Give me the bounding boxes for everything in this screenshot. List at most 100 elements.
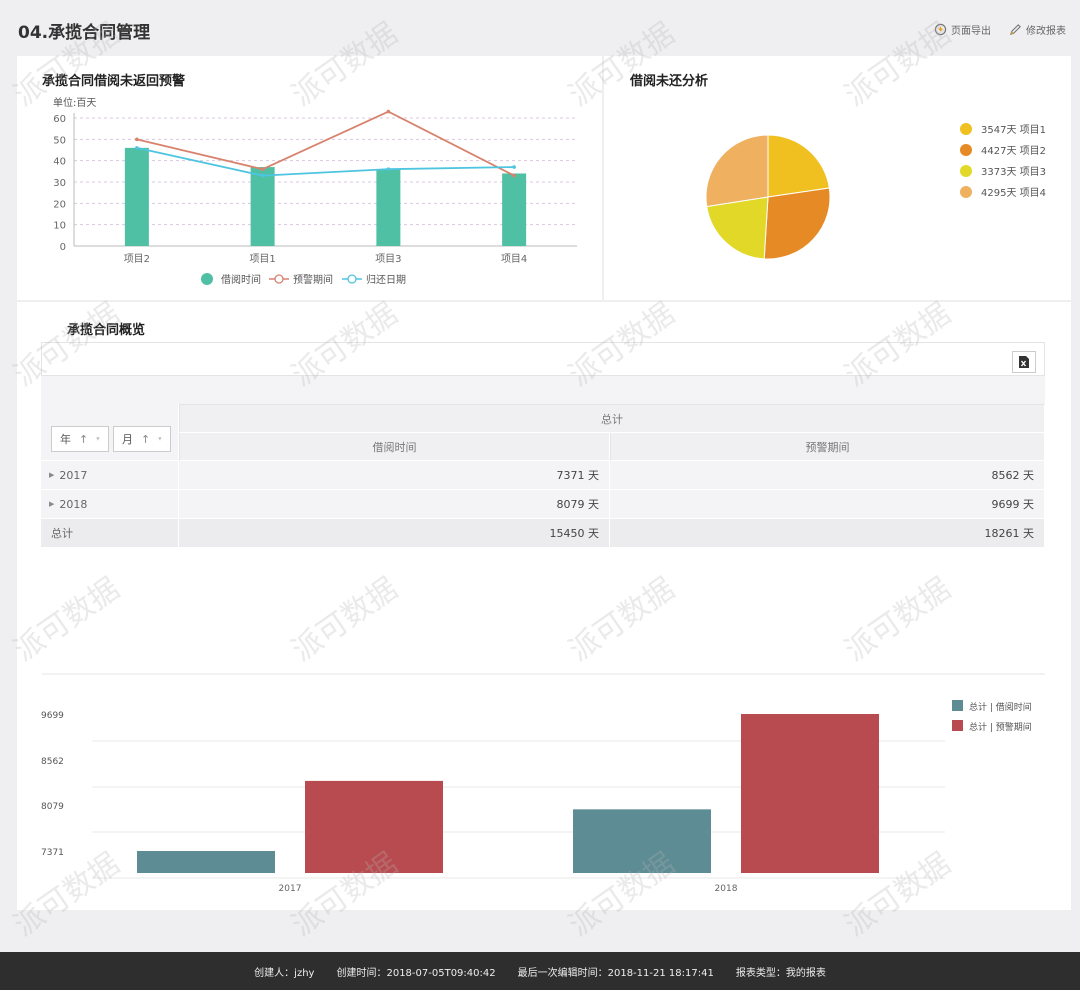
series-line-return bbox=[136, 146, 515, 177]
table-spacer bbox=[41, 376, 1045, 404]
total-cell: 18261 天 bbox=[610, 519, 1045, 548]
bar-borrow-time bbox=[124, 147, 149, 246]
expand-icon[interactable]: ▶ bbox=[49, 471, 55, 479]
sort-asc-icon: ↑ bbox=[141, 432, 151, 446]
creator-text: 创建人：jzhy bbox=[254, 967, 315, 979]
legend-label: 预警期间 bbox=[293, 273, 333, 286]
expand-icon[interactable]: ▶ bbox=[49, 500, 55, 508]
row-label-text: 2018 bbox=[59, 497, 88, 511]
legend-label: 总计 | 预警期间 bbox=[969, 721, 1032, 733]
legend-label: 3547天 项目1 bbox=[981, 124, 1046, 136]
table-row-label[interactable]: ▶ 2017 bbox=[41, 461, 179, 490]
pencil-icon bbox=[1009, 24, 1021, 36]
edited-time-text: 最后一次编辑时间：2018-11-21 18:17:41 bbox=[517, 967, 714, 979]
pivot-table: 年 ↑ 月 ↑ 总计 借阅时间 预警期间 ▶ 2017 7371 天 8562 … bbox=[41, 342, 1045, 548]
y-tick-label: 9699 bbox=[41, 711, 64, 721]
report-type-text: 报表类型：我的报表 bbox=[735, 967, 826, 979]
x-tick-label: 2017 bbox=[279, 884, 302, 894]
legend-label: 借阅时间 bbox=[221, 273, 261, 286]
edit-report-button[interactable]: 修改报表 bbox=[1009, 22, 1066, 37]
table-row-label[interactable]: ▶ 2018 bbox=[41, 490, 179, 519]
funnel-icon bbox=[96, 437, 100, 441]
y-tick-label: 20 bbox=[53, 199, 66, 210]
x-tick-label: 项目2 bbox=[124, 253, 150, 265]
pie-chart-panel: 借阅未还分析 3547天 项目1 4427天 项目2 3373天 项目3 4295天 … bbox=[604, 56, 1071, 300]
total-cell: 15450 天 bbox=[179, 519, 610, 548]
export-excel-button[interactable] bbox=[1012, 351, 1036, 373]
edit-label: 修改报表 bbox=[1026, 26, 1066, 37]
pie-slice bbox=[767, 134, 830, 198]
x-tick-label: 项目3 bbox=[375, 253, 401, 265]
y-tick-label: 30 bbox=[53, 178, 66, 189]
legend-marker bbox=[960, 144, 972, 156]
legend-marker bbox=[960, 123, 972, 135]
pie-slice bbox=[705, 134, 769, 208]
line-point bbox=[135, 137, 139, 142]
y-tick-label: 60 bbox=[53, 114, 66, 125]
footer-bar: 创建人：jzhy 创建时间：2018-07-05T09:40:42 最后一次编辑… bbox=[0, 952, 1080, 990]
pie-slice bbox=[763, 187, 831, 260]
table-cell: 7371 天 bbox=[179, 461, 610, 490]
column-header-warning: 预警期间 bbox=[610, 433, 1045, 461]
legend-marker bbox=[274, 274, 284, 284]
legend-label: 3373天 项目3 bbox=[981, 166, 1046, 178]
pie-chart-title: 借阅未还分析 bbox=[630, 74, 709, 89]
bar-borrow-time bbox=[376, 169, 401, 246]
y-tick-label: 8079 bbox=[41, 802, 64, 812]
y-tick-label: 50 bbox=[53, 135, 66, 146]
overview-title: 承揽合同概览 bbox=[67, 323, 146, 338]
pie-slice bbox=[706, 196, 769, 260]
bar-warning-period bbox=[741, 714, 879, 873]
pie-chart: 3547天 项目1 4427天 项目2 3373天 项目3 4295天 项目4 bbox=[705, 123, 1046, 260]
total-row-label: 总计 bbox=[41, 519, 179, 548]
line-point bbox=[260, 167, 265, 171]
series-line-warning bbox=[136, 110, 515, 177]
export-label: 页面导出 bbox=[951, 26, 991, 37]
year-filter-label: 年 bbox=[60, 433, 71, 446]
bar-borrow-time bbox=[502, 173, 527, 246]
warning-chart-panel: 承揽合同借阅未返回预警 单位:百天 0 10 20 30 40 50 60 项目2 项目1 项目3… bbox=[17, 56, 602, 300]
y-tick-label: 7371 bbox=[41, 848, 64, 858]
table-toolbar bbox=[41, 342, 1045, 376]
table-cell: 8079 天 bbox=[179, 490, 610, 519]
y-tick-label: 8562 bbox=[41, 757, 64, 767]
legend-marker bbox=[952, 700, 963, 711]
row-label-text: 2017 bbox=[59, 468, 88, 482]
y-tick-label: 10 bbox=[53, 221, 66, 232]
line-point bbox=[135, 146, 139, 150]
excel-icon bbox=[1019, 356, 1029, 368]
legend-label: 4427天 项目2 bbox=[981, 145, 1046, 157]
warning-chart-title: 承揽合同借阅未返回预警 bbox=[42, 74, 186, 89]
page-title: 04.承揽合同管理 bbox=[18, 23, 151, 43]
y-tick-label: 40 bbox=[53, 157, 66, 168]
funnel-icon bbox=[158, 437, 162, 441]
export-page-button[interactable]: 页面导出 bbox=[934, 22, 991, 37]
bar-borrow-time bbox=[573, 809, 711, 873]
line-point bbox=[386, 167, 391, 171]
sort-asc-icon: ↑ bbox=[79, 432, 89, 446]
legend-label: 总计 | 借阅时间 bbox=[969, 701, 1032, 713]
line-point bbox=[512, 165, 516, 169]
table-cell: 8562 天 bbox=[610, 461, 1045, 490]
table-cell: 9699 天 bbox=[610, 490, 1045, 519]
legend-marker bbox=[960, 186, 972, 198]
x-tick-label: 项目1 bbox=[249, 253, 275, 265]
legend-label: 归还日期 bbox=[366, 273, 406, 286]
bar-borrow-time bbox=[250, 167, 275, 246]
legend-marker bbox=[960, 165, 972, 177]
month-filter-label: 月 bbox=[122, 433, 133, 446]
month-filter-button[interactable]: 月 ↑ bbox=[113, 426, 171, 452]
toolbar: 页面导出 修改报表 bbox=[934, 22, 1066, 37]
x-tick-label: 项目4 bbox=[501, 253, 527, 265]
x-tick-label: 2018 bbox=[715, 884, 738, 894]
line-point bbox=[386, 109, 391, 114]
bar-borrow-time bbox=[137, 851, 275, 873]
bar-warning-period bbox=[305, 780, 443, 873]
column-header-borrow: 借阅时间 bbox=[179, 433, 610, 461]
legend-marker bbox=[201, 273, 213, 285]
page-header: 04.承揽合同管理 页面导出 修改报表 bbox=[0, 0, 1080, 56]
combo-chart: 0 10 20 30 40 50 60 项目2 项目1 项目3 项目4 借阅时间 预警期间 归还日期 bbox=[53, 109, 577, 286]
year-filter-button[interactable]: 年 ↑ bbox=[51, 426, 109, 452]
line-point bbox=[512, 173, 516, 178]
line-point bbox=[260, 173, 265, 178]
